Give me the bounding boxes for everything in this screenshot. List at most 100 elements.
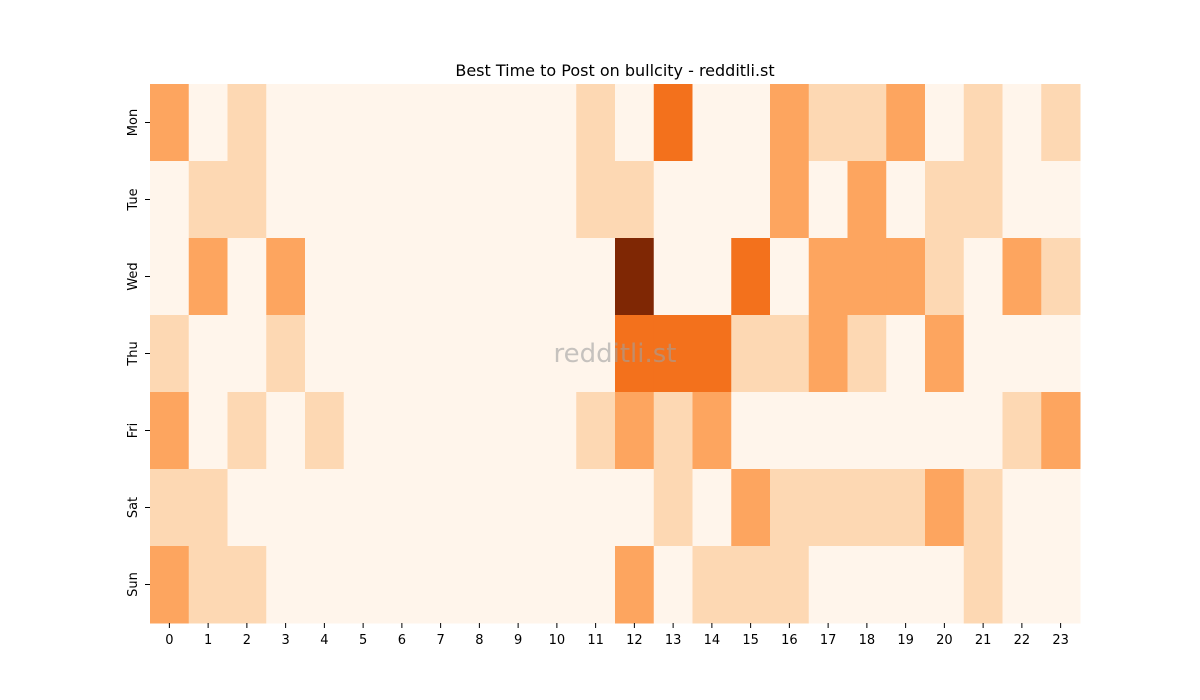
x-tick-label: 11 xyxy=(587,633,604,648)
heatmap-cell-sun-14 xyxy=(692,546,732,624)
heatmap-cell-sun-8 xyxy=(460,546,500,624)
heatmap-cell-wed-2 xyxy=(227,238,267,316)
heatmap-cell-fri-6 xyxy=(382,392,422,470)
heatmap-cell-sun-10 xyxy=(537,546,577,624)
heatmap-cell-thu-9 xyxy=(498,315,538,393)
heatmap-cell-fri-16 xyxy=(770,392,810,470)
heatmap-cell-mon-2 xyxy=(227,84,267,162)
heatmap-cell-sat-18 xyxy=(847,469,887,547)
heatmap-cell-tue-4 xyxy=(305,161,345,239)
heatmap-cell-tue-1 xyxy=(188,161,228,239)
x-tick-label: 5 xyxy=(359,633,367,648)
heatmap-cell-tue-11 xyxy=(576,161,616,239)
heatmap-cell-thu-2 xyxy=(227,315,267,393)
heatmap-cell-wed-8 xyxy=(460,238,500,316)
heatmap-cell-mon-3 xyxy=(266,84,306,162)
heatmap-cell-thu-7 xyxy=(421,315,461,393)
heatmap-cell-mon-11 xyxy=(576,84,616,162)
heatmap-cell-sat-3 xyxy=(266,469,306,547)
heatmap-cell-thu-8 xyxy=(460,315,500,393)
x-tick-label: 0 xyxy=(165,633,173,648)
x-tick-label: 22 xyxy=(1014,633,1031,648)
heatmap-cell-sat-19 xyxy=(886,469,926,547)
heatmap-cell-sun-0 xyxy=(150,546,190,624)
heatmap-cell-wed-15 xyxy=(731,238,771,316)
heatmap-cell-tue-18 xyxy=(847,161,887,239)
heatmap-cell-sat-15 xyxy=(731,469,771,547)
heatmap-cell-mon-23 xyxy=(1041,84,1081,162)
heatmap-cell-mon-15 xyxy=(731,84,771,162)
heatmap-cell-fri-8 xyxy=(460,392,500,470)
heatmap-cell-fri-2 xyxy=(227,392,267,470)
heatmap-cell-tue-22 xyxy=(1002,161,1042,239)
heatmap-cell-fri-0 xyxy=(150,392,190,470)
heatmap-cells xyxy=(150,84,1081,624)
heatmap-cell-mon-0 xyxy=(150,84,190,162)
heatmap-cell-tue-17 xyxy=(808,161,848,239)
heatmap-cell-sun-20 xyxy=(925,546,965,624)
y-tick-label: Fri xyxy=(126,423,141,439)
heatmap-cell-thu-17 xyxy=(808,315,848,393)
heatmap-cell-sat-1 xyxy=(188,469,228,547)
heatmap-cell-mon-18 xyxy=(847,84,887,162)
heatmap-cell-sun-18 xyxy=(847,546,887,624)
x-tick-label: 6 xyxy=(398,633,406,648)
heatmap-cell-wed-3 xyxy=(266,238,306,316)
heatmap-cell-sat-8 xyxy=(460,469,500,547)
heatmap-cell-thu-1 xyxy=(188,315,228,393)
heatmap-cell-thu-3 xyxy=(266,315,306,393)
x-tick-label: 14 xyxy=(704,633,721,648)
heatmap-cell-thu-21 xyxy=(963,315,1003,393)
heatmap-cell-tue-16 xyxy=(770,161,810,239)
x-tick-label: 16 xyxy=(781,633,798,648)
heatmap-cell-sat-5 xyxy=(343,469,383,547)
heatmap-cell-fri-7 xyxy=(421,392,461,470)
y-tick-label: Thu xyxy=(126,341,141,366)
heatmap-cell-tue-20 xyxy=(925,161,965,239)
heatmap-cell-wed-7 xyxy=(421,238,461,316)
heatmap-cell-fri-13 xyxy=(653,392,693,470)
heatmap-cell-tue-10 xyxy=(537,161,577,239)
heatmap-cell-mon-10 xyxy=(537,84,577,162)
heatmap-cell-mon-12 xyxy=(615,84,655,162)
heatmap-cell-wed-16 xyxy=(770,238,810,316)
heatmap-cell-fri-10 xyxy=(537,392,577,470)
heatmap-cell-mon-6 xyxy=(382,84,422,162)
x-tick-label: 17 xyxy=(820,633,837,648)
heatmap-cell-fri-3 xyxy=(266,392,306,470)
heatmap-cell-tue-5 xyxy=(343,161,383,239)
heatmap-cell-sat-13 xyxy=(653,469,693,547)
heatmap-cell-sat-4 xyxy=(305,469,345,547)
heatmap-cell-sat-22 xyxy=(1002,469,1042,547)
heatmap-cell-tue-0 xyxy=(150,161,190,239)
heatmap-cell-sat-14 xyxy=(692,469,732,547)
heatmap-cell-mon-4 xyxy=(305,84,345,162)
heatmap-cell-wed-4 xyxy=(305,238,345,316)
x-tick-label: 20 xyxy=(936,633,953,648)
x-tick-label: 8 xyxy=(475,633,483,648)
heatmap-cell-mon-17 xyxy=(808,84,848,162)
heatmap-cell-wed-22 xyxy=(1002,238,1042,316)
heatmap-cell-sun-12 xyxy=(615,546,655,624)
heatmap-cell-thu-23 xyxy=(1041,315,1081,393)
heatmap-cell-mon-20 xyxy=(925,84,965,162)
heatmap-cell-wed-21 xyxy=(963,238,1003,316)
heatmap-cell-sun-22 xyxy=(1002,546,1042,624)
heatmap-cell-thu-13 xyxy=(653,315,693,393)
x-tick-label: 19 xyxy=(897,633,914,648)
x-tick-label: 18 xyxy=(859,633,876,648)
heatmap-cell-thu-18 xyxy=(847,315,887,393)
heatmap-cell-fri-22 xyxy=(1002,392,1042,470)
heatmap-cell-tue-19 xyxy=(886,161,926,239)
heatmap-cell-wed-9 xyxy=(498,238,538,316)
x-tick-label: 1 xyxy=(204,633,212,648)
heatmap-cell-fri-14 xyxy=(692,392,732,470)
x-tick-label: 9 xyxy=(514,633,522,648)
heatmap-cell-wed-18 xyxy=(847,238,887,316)
heatmap-cell-fri-21 xyxy=(963,392,1003,470)
heatmap-cell-fri-11 xyxy=(576,392,616,470)
heatmap-cell-sat-10 xyxy=(537,469,577,547)
heatmap-cell-fri-17 xyxy=(808,392,848,470)
heatmap-cell-wed-17 xyxy=(808,238,848,316)
heatmap-cell-mon-14 xyxy=(692,84,732,162)
